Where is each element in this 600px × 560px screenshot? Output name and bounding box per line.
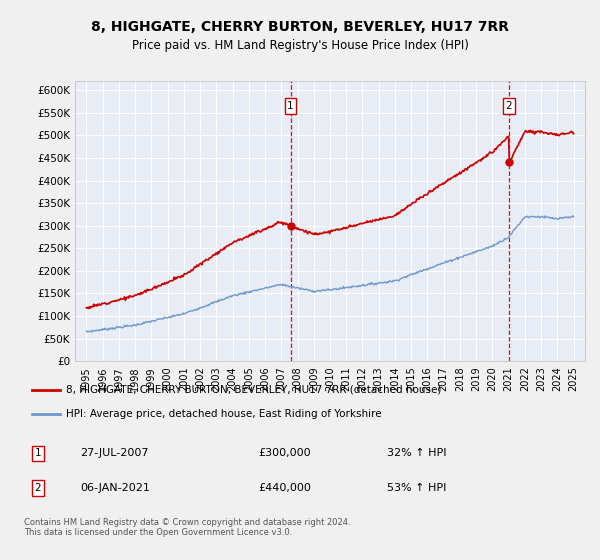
Text: Price paid vs. HM Land Registry's House Price Index (HPI): Price paid vs. HM Land Registry's House … — [131, 39, 469, 52]
Text: 27-JUL-2007: 27-JUL-2007 — [80, 449, 148, 459]
Text: 8, HIGHGATE, CHERRY BURTON, BEVERLEY, HU17 7RR: 8, HIGHGATE, CHERRY BURTON, BEVERLEY, HU… — [91, 20, 509, 34]
Text: 06-JAN-2021: 06-JAN-2021 — [80, 483, 149, 493]
Text: 1: 1 — [287, 101, 294, 111]
Text: 2: 2 — [35, 483, 41, 493]
Text: £300,000: £300,000 — [259, 449, 311, 459]
Text: £440,000: £440,000 — [259, 483, 311, 493]
Text: 8, HIGHGATE, CHERRY BURTON, BEVERLEY, HU17 7RR (detached house): 8, HIGHGATE, CHERRY BURTON, BEVERLEY, HU… — [66, 385, 441, 395]
Text: Contains HM Land Registry data © Crown copyright and database right 2024.
This d: Contains HM Land Registry data © Crown c… — [24, 518, 350, 538]
Text: 32% ↑ HPI: 32% ↑ HPI — [387, 449, 446, 459]
Text: 1: 1 — [35, 449, 41, 459]
Text: HPI: Average price, detached house, East Riding of Yorkshire: HPI: Average price, detached house, East… — [66, 409, 382, 419]
Text: 53% ↑ HPI: 53% ↑ HPI — [387, 483, 446, 493]
Text: 2: 2 — [506, 101, 512, 111]
